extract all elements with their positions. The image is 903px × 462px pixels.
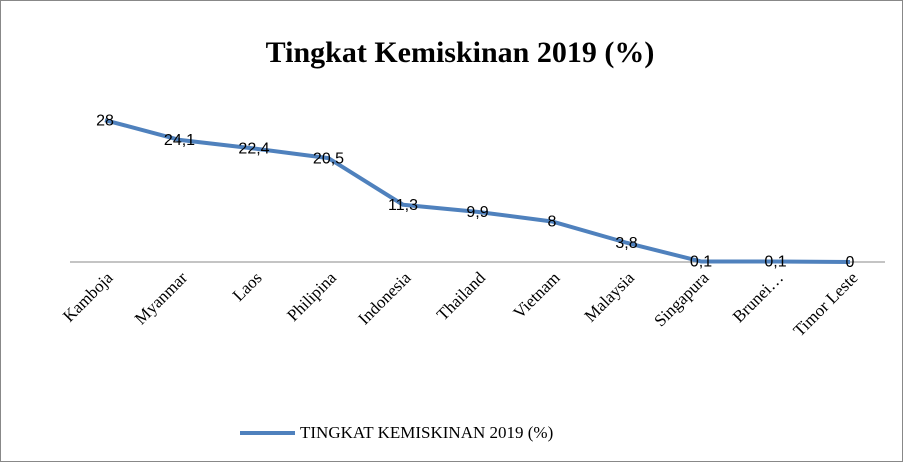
data-label: 0,1 (690, 254, 712, 271)
data-label: 22,4 (238, 141, 269, 158)
data-label: 0,1 (764, 254, 786, 271)
data-label: 28 (96, 112, 114, 129)
data-label: 24,1 (164, 132, 195, 149)
data-label: 3,8 (615, 235, 637, 252)
legend-label: TINGKAT KEMISKINAN 2019 (%) (300, 423, 553, 442)
data-label: 20,5 (313, 150, 344, 167)
data-label: 0 (846, 254, 855, 271)
line (104, 118, 851, 264)
data-label: 9,9 (466, 204, 488, 221)
data-label: 8 (548, 214, 557, 231)
chart-title: Tingkat Kemiskinan 2019 (%) (266, 36, 655, 69)
data-label: 11,3 (388, 197, 418, 214)
